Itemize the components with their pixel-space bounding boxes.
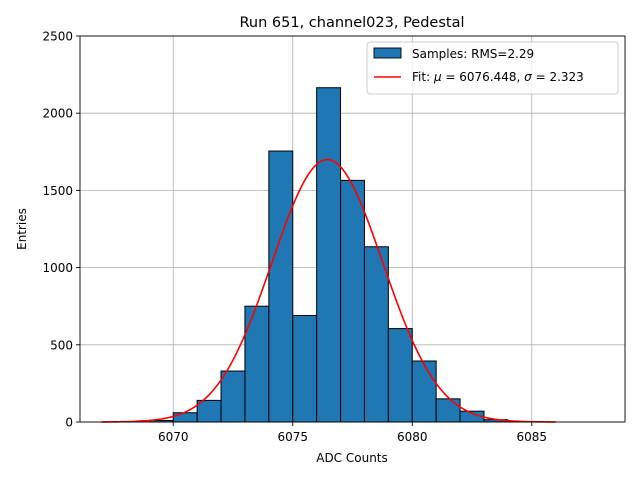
histogram-bar	[172, 412, 198, 423]
histogram-bar	[292, 314, 318, 423]
legend-mu-symbol: μ	[433, 70, 442, 84]
legend-samples-label: Samples: RMS=2.29	[412, 47, 534, 61]
x-tick-label: 6080	[397, 430, 428, 444]
legend-fit-label: Fit: μ = 6076.448, σ = 2.323	[412, 70, 584, 84]
chart-title: Run 651, channel023, Pedestal	[239, 15, 464, 31]
legend-fit-prefix: Fit:	[412, 70, 434, 84]
x-axis-label: ADC Counts	[316, 451, 388, 465]
histogram-bar	[244, 305, 270, 423]
histogram-bar	[220, 370, 246, 423]
x-tick-label: 6085	[517, 430, 548, 444]
x-tick-label: 6075	[277, 430, 308, 444]
y-tick-label: 0	[65, 416, 73, 430]
histogram-bar	[340, 179, 365, 423]
legend-samples-swatch	[373, 47, 402, 59]
histogram-bars	[148, 87, 533, 423]
histogram-bar	[411, 360, 437, 423]
histogram-bar	[363, 246, 389, 423]
histogram-bar	[268, 150, 294, 423]
y-tick-label: 2500	[42, 30, 73, 44]
legend-mu-value: = 6076.448,	[442, 70, 525, 84]
y-axis-ticks: 0 500 1000 1500 2000 2500	[42, 30, 80, 430]
fit-curve	[101, 158, 556, 423]
y-tick-label: 1000	[42, 261, 73, 275]
y-tick-label: 500	[50, 338, 73, 352]
legend: Samples: RMS=2.29 Fit: μ = 6076.448, σ =…	[366, 41, 619, 95]
histogram-bar	[316, 87, 342, 423]
y-tick-label: 1500	[42, 184, 73, 198]
legend-sigma-symbol: σ	[524, 70, 532, 84]
histogram-bar	[435, 398, 461, 423]
histogram-bar	[387, 328, 413, 423]
x-axis-ticks: 6070 6075 6080 6085	[158, 422, 547, 444]
y-axis-label: Entries	[15, 208, 29, 250]
plot-frame	[79, 35, 626, 423]
y-tick-label: 2000	[42, 107, 73, 121]
x-tick-label: 6070	[158, 430, 189, 444]
legend-sigma-value: = 2.323	[532, 70, 584, 84]
legend-box	[366, 41, 619, 95]
histogram-bar	[196, 399, 222, 423]
